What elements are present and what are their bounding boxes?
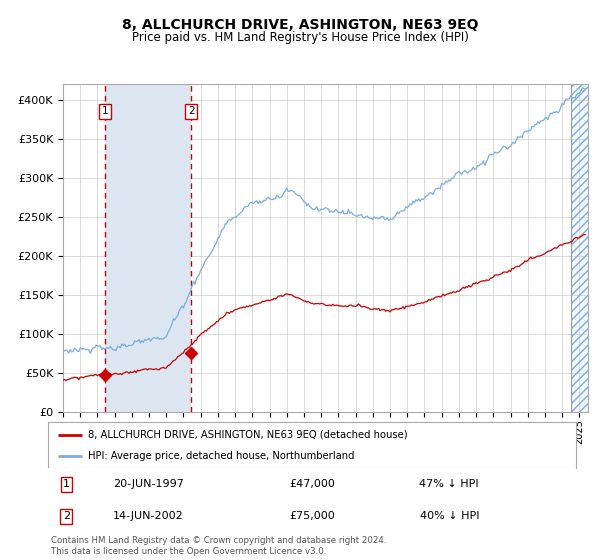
Text: 1: 1 — [102, 106, 109, 116]
Text: 8, ALLCHURCH DRIVE, ASHINGTON, NE63 9EQ: 8, ALLCHURCH DRIVE, ASHINGTON, NE63 9EQ — [122, 18, 478, 32]
Text: Price paid vs. HM Land Registry's House Price Index (HPI): Price paid vs. HM Land Registry's House … — [131, 31, 469, 44]
Bar — [571, 84, 588, 412]
Bar — [571, 84, 588, 412]
Text: 14-JUN-2002: 14-JUN-2002 — [113, 511, 184, 521]
Text: £75,000: £75,000 — [289, 511, 335, 521]
Text: 2: 2 — [63, 511, 70, 521]
Text: Contains HM Land Registry data © Crown copyright and database right 2024.
This d: Contains HM Land Registry data © Crown c… — [51, 536, 386, 556]
Text: 20-JUN-1997: 20-JUN-1997 — [113, 479, 184, 489]
Text: £47,000: £47,000 — [289, 479, 335, 489]
Bar — [106, 84, 191, 412]
Text: 40% ↓ HPI: 40% ↓ HPI — [419, 511, 479, 521]
Text: 2: 2 — [188, 106, 194, 116]
Text: 47% ↓ HPI: 47% ↓ HPI — [419, 479, 479, 489]
Text: 1: 1 — [63, 479, 70, 489]
Text: 8, ALLCHURCH DRIVE, ASHINGTON, NE63 9EQ (detached house): 8, ALLCHURCH DRIVE, ASHINGTON, NE63 9EQ … — [88, 430, 407, 440]
Text: HPI: Average price, detached house, Northumberland: HPI: Average price, detached house, Nort… — [88, 451, 354, 461]
